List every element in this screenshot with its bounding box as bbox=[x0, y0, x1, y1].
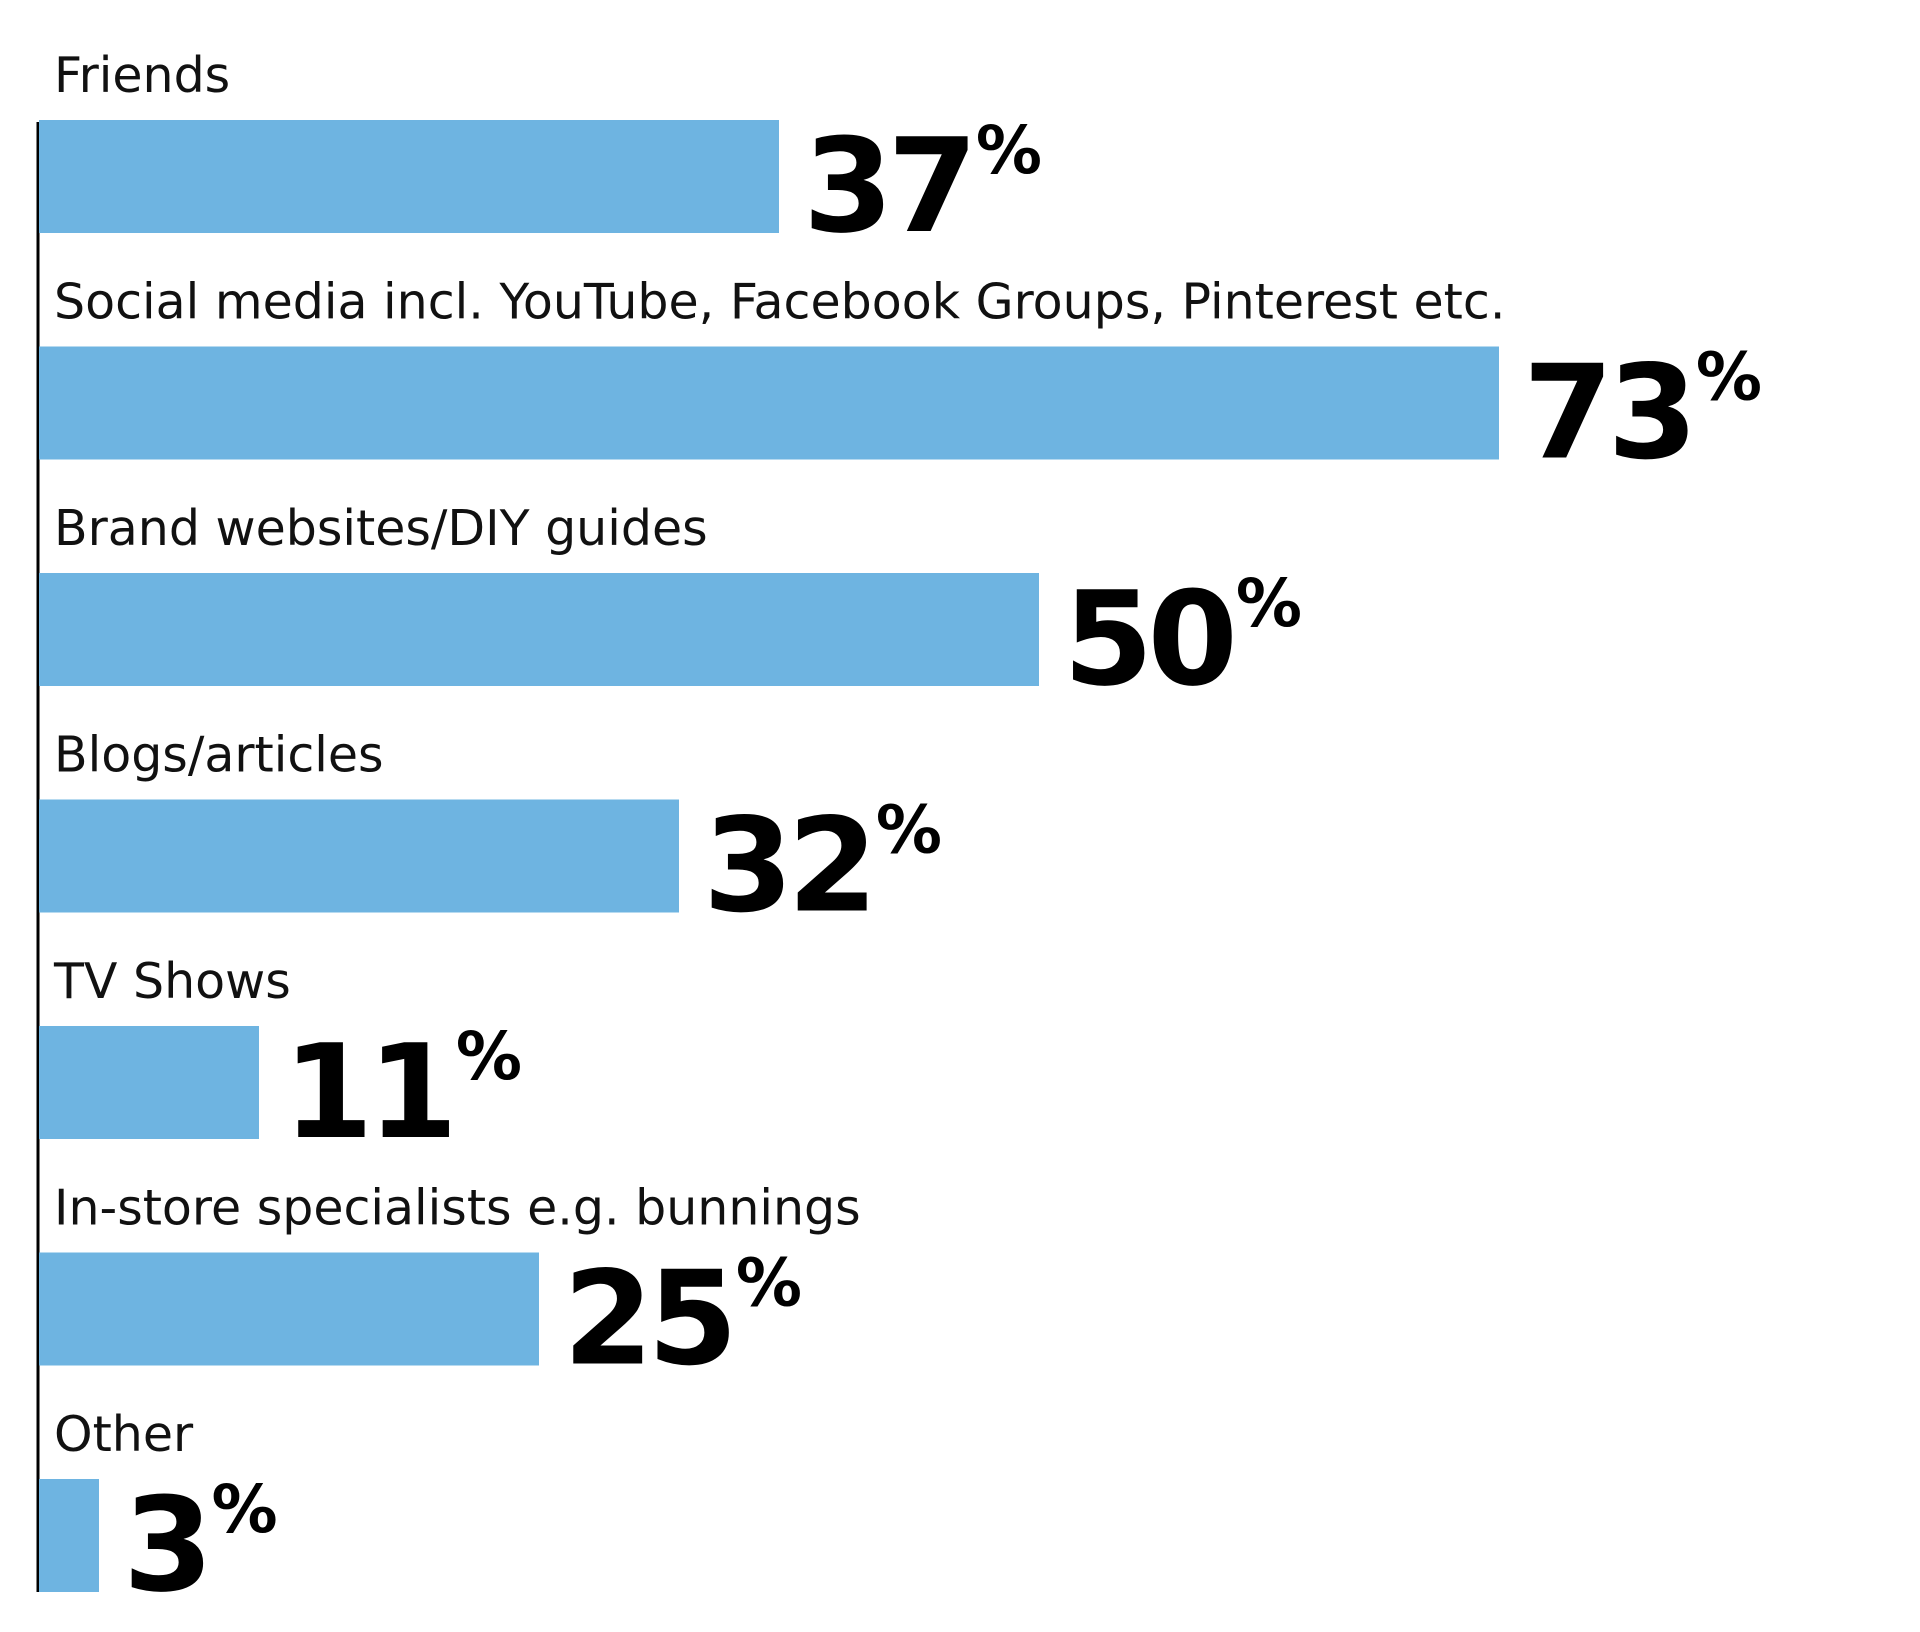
value-label: 50% bbox=[1063, 563, 1302, 715]
bar bbox=[39, 346, 1499, 460]
bar bbox=[39, 1026, 259, 1139]
value-label: 37% bbox=[803, 110, 1042, 262]
bar-row: TV Shows 11% bbox=[39, 953, 522, 1168]
bar bbox=[39, 1252, 539, 1366]
value-label: 25% bbox=[563, 1243, 802, 1395]
bar bbox=[39, 1479, 99, 1592]
value-label: 73% bbox=[1523, 337, 1762, 489]
bar-row: Brand websites/DIY guides 50% bbox=[39, 500, 1302, 715]
bar-row: Other 3% bbox=[39, 1406, 278, 1621]
bar-row: Blogs/articles 32% bbox=[39, 727, 942, 942]
bar bbox=[39, 573, 1039, 686]
value-label: 3% bbox=[123, 1469, 278, 1621]
category-label: TV Shows bbox=[53, 953, 291, 1010]
category-label: Brand websites/DIY guides bbox=[54, 500, 708, 557]
category-label: Friends bbox=[54, 47, 230, 104]
category-label: In-store specialists e.g. bunnings bbox=[54, 1180, 861, 1237]
bar bbox=[39, 120, 779, 233]
bars-layer: Friends 37% Social media incl. YouTube, Fa… bbox=[39, 47, 1762, 1621]
bar bbox=[39, 799, 679, 913]
category-label: Other bbox=[54, 1406, 194, 1463]
category-label: Social media incl. YouTube, Facebook Gro… bbox=[54, 274, 1505, 331]
bar-row: Social media incl. YouTube, Facebook Gro… bbox=[39, 274, 1762, 489]
category-label: Blogs/articles bbox=[54, 727, 384, 784]
bar-row: In-store specialists e.g. bunnings 25% bbox=[39, 1180, 861, 1395]
value-label: 11% bbox=[283, 1016, 522, 1168]
value-label: 32% bbox=[703, 790, 942, 942]
bar-row: Friends 37% bbox=[39, 47, 1042, 262]
